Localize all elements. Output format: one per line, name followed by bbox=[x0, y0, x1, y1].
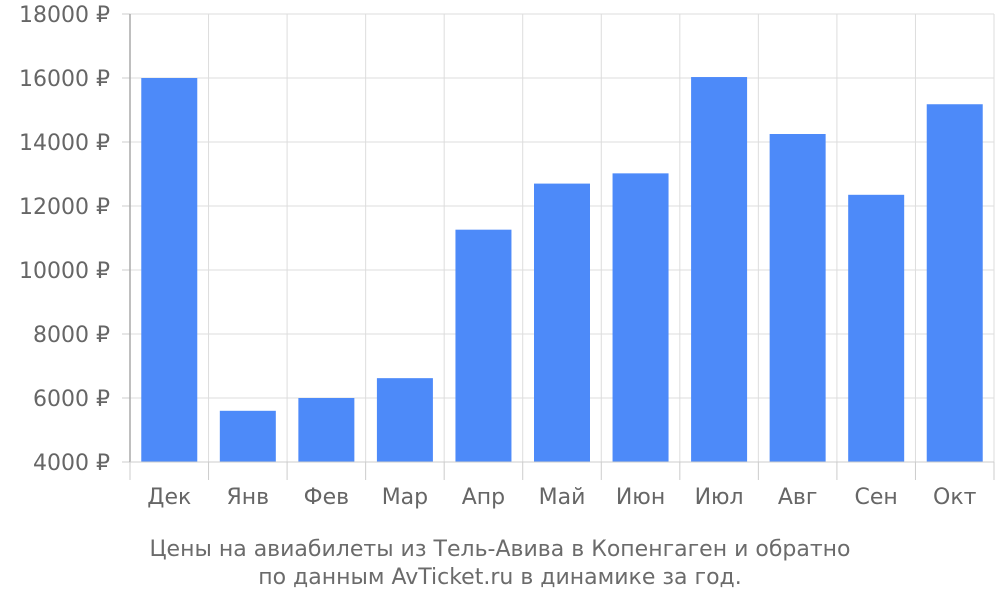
x-tick-label: Окт bbox=[933, 485, 977, 510]
bar-9 bbox=[769, 134, 826, 462]
y-tick-label: 6000 ₽ bbox=[33, 387, 110, 412]
x-tick-label: Фев bbox=[304, 485, 349, 510]
bar-4 bbox=[376, 378, 433, 462]
y-tick-label: 10000 ₽ bbox=[19, 259, 110, 284]
bar-11 bbox=[926, 104, 983, 463]
chart-caption-line-1: Цены на авиабилеты из Тель-Авива в Копен… bbox=[149, 537, 850, 562]
y-tick-label: 18000 ₽ bbox=[19, 3, 110, 28]
bar-5 bbox=[455, 229, 512, 462]
bar-2 bbox=[219, 410, 276, 462]
x-tick-label: Дек bbox=[147, 485, 191, 510]
y-tick-label: 8000 ₽ bbox=[33, 323, 110, 348]
bar-10 bbox=[848, 194, 905, 463]
x-tick-label: Май bbox=[539, 485, 586, 510]
y-tick-label: 12000 ₽ bbox=[19, 195, 110, 220]
bars bbox=[141, 77, 983, 463]
y-tick-label: 4000 ₽ bbox=[33, 451, 110, 476]
bar-6 bbox=[534, 183, 590, 462]
x-tick-label: Авг bbox=[778, 485, 818, 510]
x-tick-label: Сен bbox=[855, 485, 898, 510]
tick-labels: 4000 ₽ 6000 ₽ 8000 ₽ 10000 ₽ 12000 ₽ 14000 ₽ 1… bbox=[19, 3, 977, 510]
y-tick-label: 14000 ₽ bbox=[19, 131, 110, 156]
bar-3 bbox=[298, 398, 355, 462]
x-tick-label: Июн bbox=[616, 485, 665, 510]
x-tick-label: Апр bbox=[462, 485, 505, 510]
bar-1 bbox=[141, 78, 198, 462]
axes bbox=[129, 14, 995, 480]
y-tick-label: 16000 ₽ bbox=[19, 67, 110, 92]
x-tick-label: Июл bbox=[695, 485, 744, 510]
x-tick-label: Мар bbox=[382, 485, 428, 510]
bar-8 bbox=[691, 77, 748, 462]
bar-7 bbox=[612, 173, 669, 463]
chart-caption-line-2: по данным AvTicket.ru в динамике за год. bbox=[258, 565, 742, 590]
x-tick-label: Янв bbox=[226, 485, 269, 510]
